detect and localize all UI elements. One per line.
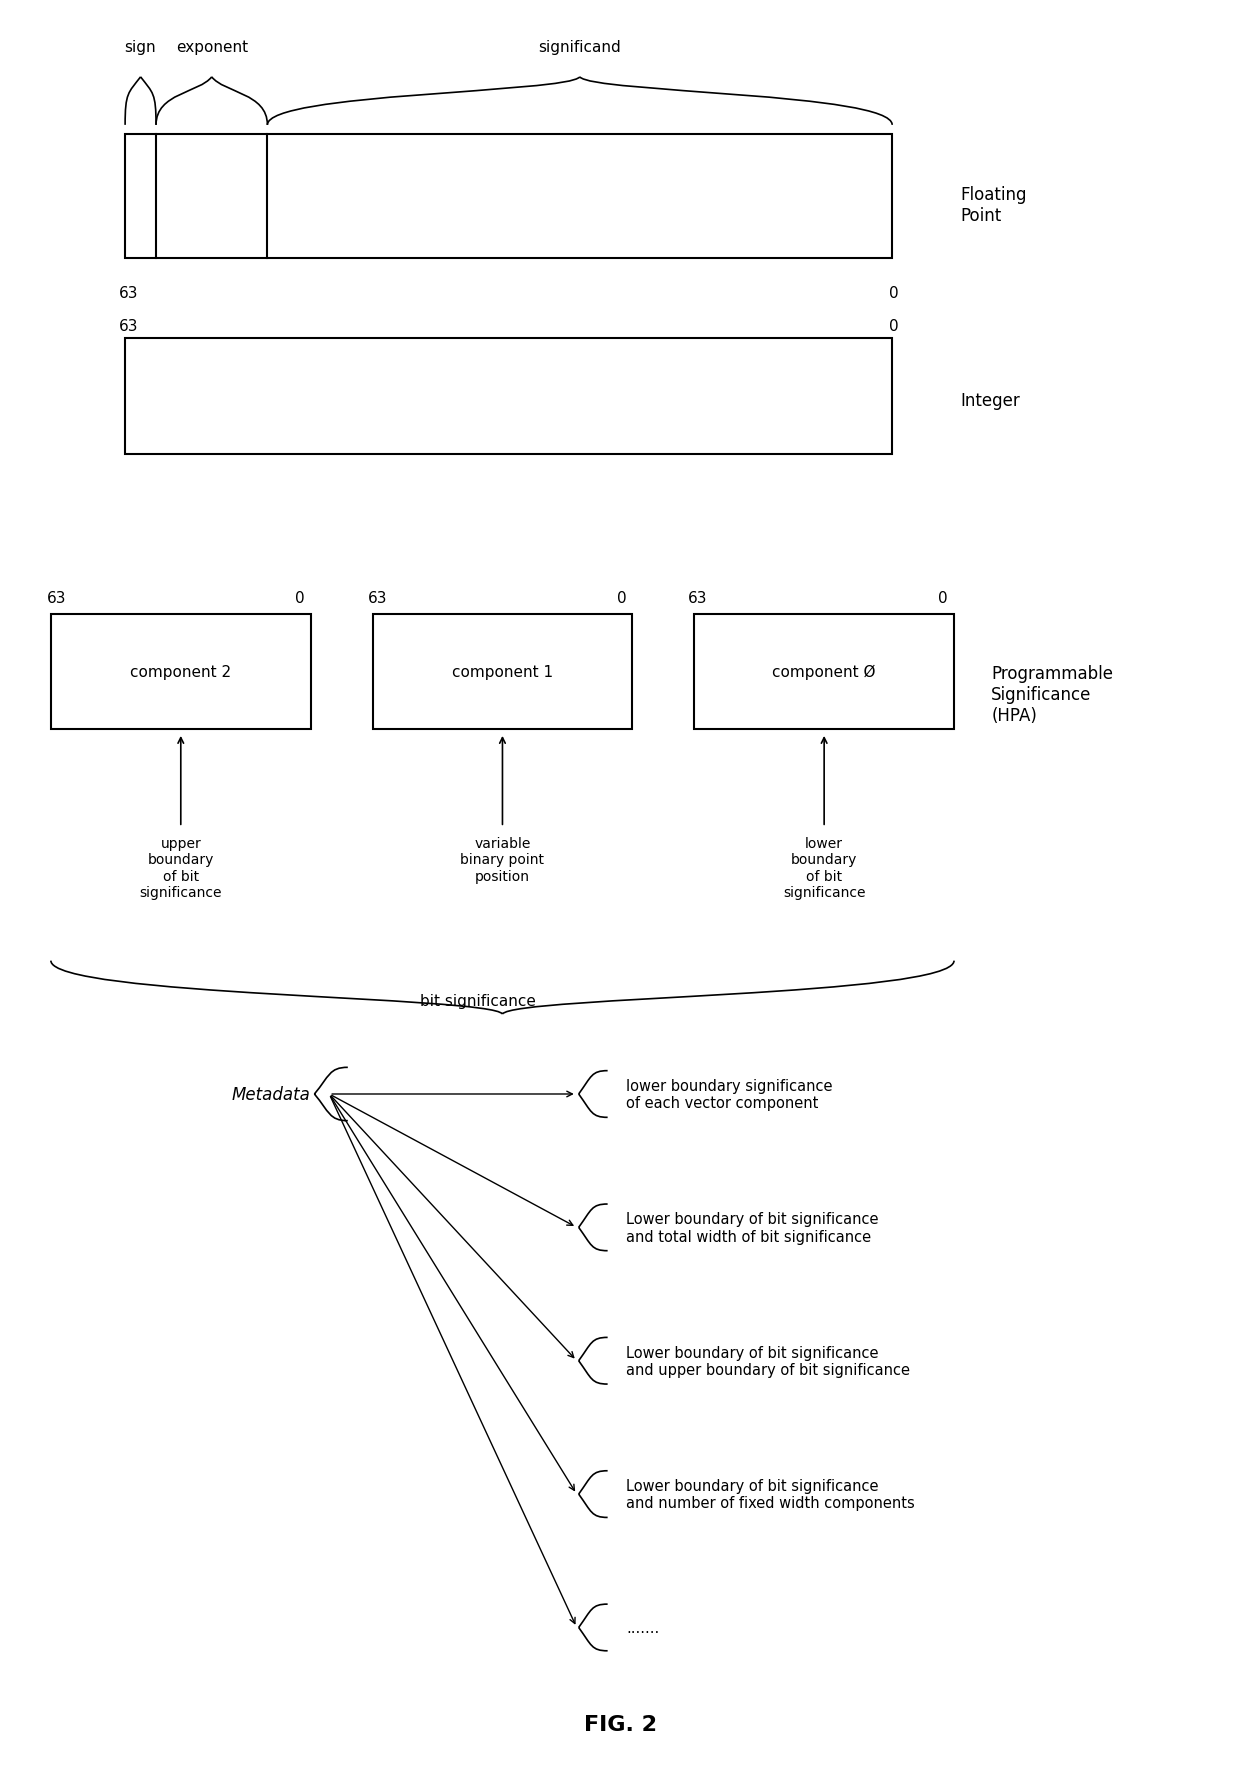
Text: significand: significand <box>538 41 621 55</box>
Text: Floating
Point: Floating Point <box>960 187 1027 224</box>
Text: variable
binary point
position: variable binary point position <box>460 837 544 883</box>
Text: FIG. 2: FIG. 2 <box>584 1714 656 1734</box>
Text: Lower boundary of bit significance
and number of fixed width components: Lower boundary of bit significance and n… <box>626 1477 915 1511</box>
FancyBboxPatch shape <box>694 614 954 730</box>
Text: component 1: component 1 <box>451 664 553 680</box>
Text: sign: sign <box>124 41 156 55</box>
Text: 63: 63 <box>119 319 139 333</box>
Text: exponent: exponent <box>176 41 248 55</box>
Text: Lower boundary of bit significance
and upper boundary of bit significance: Lower boundary of bit significance and u… <box>626 1344 910 1378</box>
Text: lower boundary significance
of each vector component: lower boundary significance of each vect… <box>626 1079 833 1111</box>
Text: 0: 0 <box>939 591 947 605</box>
Text: component Ø: component Ø <box>773 664 875 680</box>
Text: 63: 63 <box>367 591 387 605</box>
Text: 63: 63 <box>119 287 139 301</box>
Text: Lower boundary of bit significance
and total width of bit significance: Lower boundary of bit significance and t… <box>626 1212 879 1244</box>
Text: Integer: Integer <box>960 392 1021 409</box>
Text: 63: 63 <box>688 591 708 605</box>
FancyBboxPatch shape <box>51 614 311 730</box>
Text: 0: 0 <box>295 591 305 605</box>
FancyBboxPatch shape <box>125 135 893 260</box>
Text: lower
boundary
of bit
significance: lower boundary of bit significance <box>782 837 866 899</box>
Text: Metadata: Metadata <box>232 1086 311 1104</box>
FancyBboxPatch shape <box>125 338 893 454</box>
Text: 0: 0 <box>889 287 898 301</box>
FancyBboxPatch shape <box>372 614 632 730</box>
Text: .......: ....... <box>626 1620 660 1636</box>
Text: bit significance: bit significance <box>420 993 536 1007</box>
Text: 63: 63 <box>47 591 67 605</box>
Text: upper
boundary
of bit
significance: upper boundary of bit significance <box>140 837 222 899</box>
Text: 0: 0 <box>889 319 898 333</box>
Text: 0: 0 <box>616 591 626 605</box>
Text: Programmable
Significance
(HPA): Programmable Significance (HPA) <box>991 664 1114 724</box>
Text: component 2: component 2 <box>130 664 232 680</box>
